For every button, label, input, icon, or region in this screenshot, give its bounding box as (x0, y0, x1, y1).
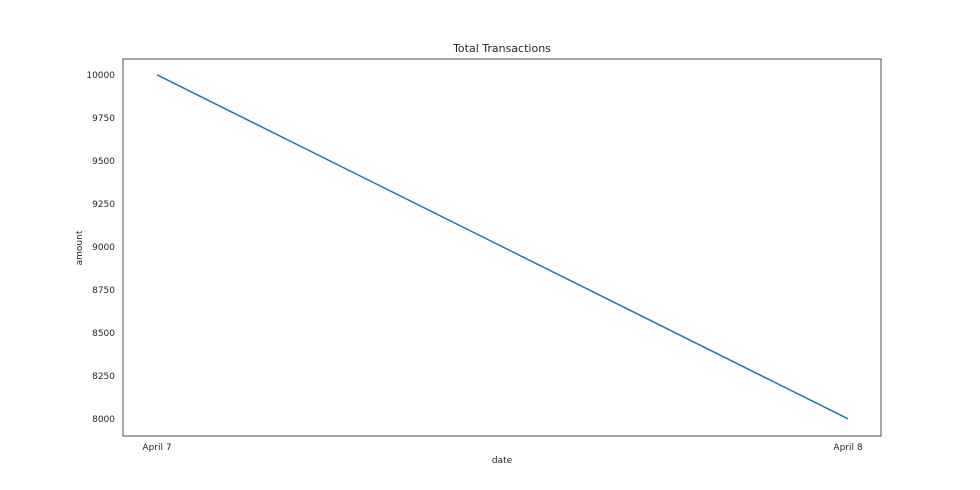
y-tick-label: 9500 (92, 157, 115, 167)
chart-title: Total Transactions (452, 42, 551, 55)
y-tick-label: 10000 (86, 71, 115, 81)
y-tick-label: 9000 (92, 243, 115, 253)
y-tick-label: 8500 (92, 329, 115, 339)
x-tick-label: April 7 (142, 443, 171, 453)
x-axis-ticks: April 7 April 8 (142, 443, 862, 453)
y-tick-label: 8250 (92, 372, 115, 382)
x-tick-label: April 8 (833, 443, 862, 453)
y-axis-label: amount (75, 230, 85, 265)
y-tick-label: 8750 (92, 286, 115, 296)
series-group (156, 74, 849, 420)
y-tick-label: 9750 (92, 114, 115, 124)
series-line (156, 74, 849, 420)
x-axis-label: date (492, 456, 513, 466)
y-tick-label: 9250 (92, 200, 115, 210)
y-axis-ticks: 8000 8250 8500 8750 9000 9250 9500 9750 10000 (86, 71, 115, 425)
y-tick-label: 8000 (92, 415, 115, 425)
